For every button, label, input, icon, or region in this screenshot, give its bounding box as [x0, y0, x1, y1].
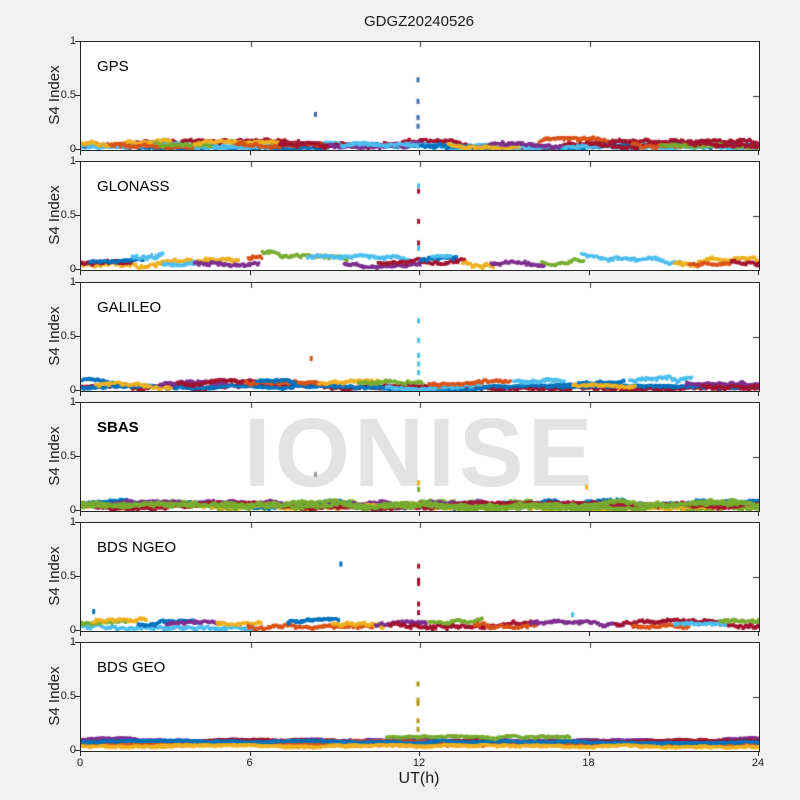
- y-tick-label: 1: [69, 155, 76, 167]
- tick-mark: [419, 512, 420, 516]
- tick-mark: [250, 151, 251, 155]
- panel-canvas-sbas: [81, 403, 759, 511]
- tick-mark: [250, 632, 251, 636]
- tick-mark: [75, 95, 80, 96]
- x-tick-label: 6: [246, 757, 253, 769]
- panel-canvas-glonass: [81, 162, 759, 270]
- y-tick-label: 0: [69, 504, 76, 516]
- x-tick-label: 18: [582, 757, 595, 769]
- tick-mark: [589, 151, 590, 155]
- tick-mark: [250, 752, 251, 756]
- tick-mark: [758, 752, 759, 756]
- tick-mark: [758, 271, 759, 275]
- tick-mark: [419, 151, 420, 155]
- tick-mark: [80, 151, 81, 155]
- tick-mark: [250, 392, 251, 396]
- tick-mark: [80, 752, 81, 756]
- y-tick-label: 1: [69, 396, 76, 408]
- tick-mark: [80, 632, 81, 636]
- y-tick-label: 0.5: [60, 570, 76, 582]
- y-tick-label: 0: [69, 143, 76, 155]
- y-tick-label: 1: [69, 636, 76, 648]
- tick-mark: [75, 630, 80, 631]
- x-tick-label: 0: [76, 757, 84, 769]
- panel-canvas-gps: [81, 42, 759, 150]
- panel-label-sbas: SBAS: [97, 419, 139, 436]
- tick-mark: [589, 752, 590, 756]
- tick-mark: [75, 161, 80, 162]
- tick-mark: [75, 390, 80, 391]
- tick-mark: [589, 271, 590, 275]
- x-tick-label: 24: [751, 757, 765, 769]
- panel-glonass: GLONASS: [80, 161, 760, 271]
- y-tick-label: 0: [69, 263, 76, 275]
- y-tick-label: 0.5: [60, 89, 76, 101]
- y-tick-label: 1: [69, 35, 76, 47]
- panel-label-bds-geo: BDS GEO: [97, 659, 166, 676]
- tick-mark: [75, 269, 80, 270]
- tick-mark: [758, 392, 759, 396]
- chart-title: GDGZ20240526: [363, 13, 475, 30]
- y-tick-label: 0.5: [60, 330, 76, 342]
- tick-mark: [75, 522, 80, 523]
- tick-mark: [80, 392, 81, 396]
- tick-mark: [75, 282, 80, 283]
- panel-canvas-galileo: [81, 283, 759, 391]
- tick-mark: [75, 576, 80, 577]
- panel-bds-geo: BDS GEO: [80, 642, 760, 752]
- tick-mark: [75, 642, 80, 643]
- tick-mark: [250, 271, 251, 275]
- tick-mark: [75, 750, 80, 751]
- tick-mark: [80, 271, 81, 275]
- x-tick-label: 12: [412, 757, 426, 769]
- y-tick-label: 1: [69, 516, 76, 528]
- tick-mark: [80, 512, 81, 516]
- tick-mark: [758, 632, 759, 636]
- tick-mark: [75, 336, 80, 337]
- y-tick-label: 0: [69, 744, 76, 756]
- panel-label-glonass: GLONASS: [97, 178, 170, 195]
- panel-galileo: GALILEO: [80, 282, 760, 392]
- tick-mark: [75, 149, 80, 150]
- tick-mark: [75, 215, 80, 216]
- y-tick-label: 1: [69, 276, 76, 288]
- tick-mark: [589, 512, 590, 516]
- tick-mark: [75, 41, 80, 42]
- tick-mark: [419, 632, 420, 636]
- x-axis-label: UT(h): [398, 770, 440, 787]
- y-tick-label: 0: [69, 624, 76, 636]
- tick-mark: [75, 510, 80, 511]
- tick-mark: [419, 752, 420, 756]
- panel-label-gps: GPS: [97, 58, 129, 75]
- tick-mark: [250, 512, 251, 516]
- panel-canvas-bds-geo: [81, 643, 759, 751]
- tick-mark: [75, 456, 80, 457]
- panel-label-bds-ngeo: BDS NGEO: [97, 539, 177, 556]
- tick-mark: [589, 632, 590, 636]
- panel-bds-ngeo: BDS NGEO: [80, 522, 760, 632]
- y-tick-label: 0: [69, 384, 76, 396]
- tick-mark: [758, 512, 759, 516]
- tick-mark: [419, 392, 420, 396]
- tick-mark: [75, 402, 80, 403]
- panel-gps: GPS: [80, 41, 760, 151]
- tick-mark: [589, 392, 590, 396]
- y-tick-label: 0.5: [60, 209, 76, 221]
- panel-label-galileo: GALILEO: [97, 299, 162, 316]
- panel-canvas-bds-ngeo: [81, 523, 759, 631]
- y-tick-label: 0.5: [60, 690, 76, 702]
- panel-sbas: IONISESBAS: [80, 398, 760, 512]
- tick-mark: [75, 696, 80, 697]
- y-tick-label: 0.5: [60, 450, 76, 462]
- tick-mark: [419, 271, 420, 275]
- tick-mark: [758, 151, 759, 155]
